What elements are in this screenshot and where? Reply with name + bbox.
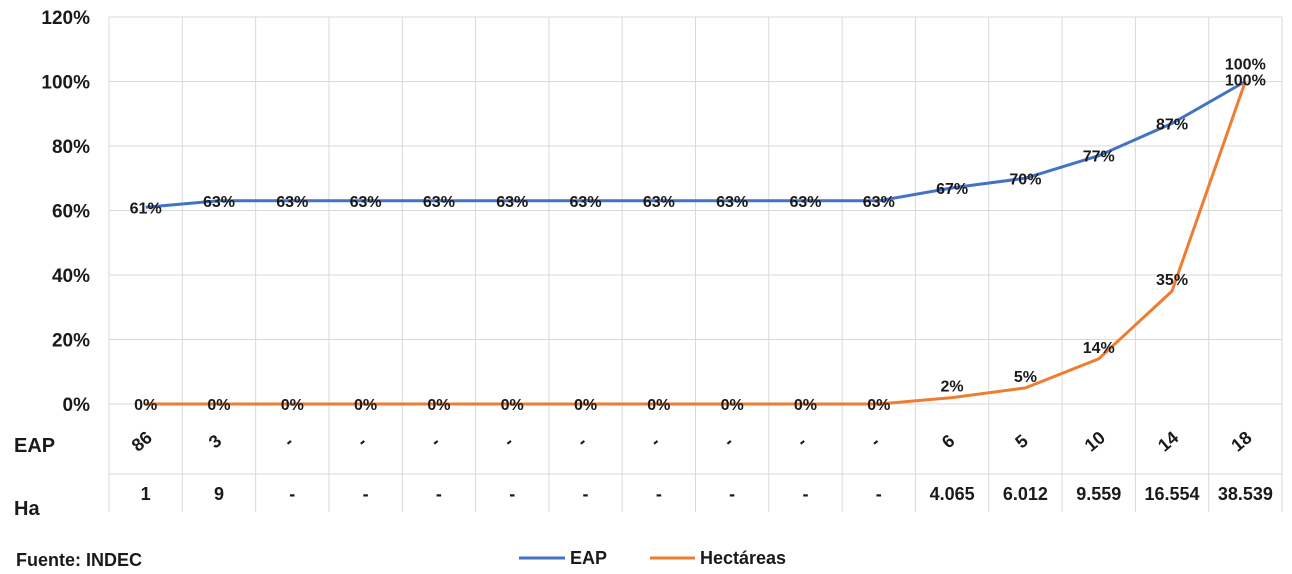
data-table: 86 3 - - - - - - - - - 6 5 10 14 18 1 9 - - - - - - - - - 4.065 6.01… bbox=[128, 427, 1273, 504]
table-cell-ha: - bbox=[363, 484, 369, 504]
data-label-eap: 63% bbox=[203, 194, 235, 211]
data-label-hectareas: 100% bbox=[1225, 73, 1266, 90]
row-header-eap: EAP bbox=[14, 435, 55, 457]
table-cell-ha: 16.554 bbox=[1145, 484, 1200, 504]
data-label-hectareas: 2% bbox=[941, 379, 964, 396]
table-cell-ha: 9 bbox=[214, 484, 224, 504]
source-note: Fuente: INDEC bbox=[16, 550, 142, 570]
data-label-eap: 67% bbox=[936, 181, 968, 198]
data-label-eap: 63% bbox=[423, 194, 455, 211]
table-cell-ha: - bbox=[656, 484, 662, 504]
table-cell-eap: 10 bbox=[1081, 427, 1109, 455]
data-label-eap: 63% bbox=[350, 194, 382, 211]
data-label-eap: 63% bbox=[570, 194, 602, 211]
data-label-hectareas: 14% bbox=[1083, 340, 1115, 357]
data-label-eap: 63% bbox=[643, 194, 675, 211]
table-cell-eap: 5 bbox=[1011, 431, 1032, 453]
table-cell-eap: - bbox=[573, 432, 590, 451]
table-cell-eap: - bbox=[500, 432, 517, 451]
data-label-eap: 61% bbox=[130, 200, 162, 217]
y-tick-label: 60% bbox=[52, 202, 90, 223]
table-cell-ha: 6.012 bbox=[1003, 484, 1048, 504]
table-cell-eap: - bbox=[646, 432, 663, 451]
table-cell-eap: 86 bbox=[128, 427, 156, 455]
data-label-hectareas: 0% bbox=[134, 397, 157, 414]
y-tick-label: 20% bbox=[52, 331, 90, 352]
table-cell-eap: - bbox=[866, 432, 883, 451]
legend: EAP Hectáreas bbox=[519, 548, 786, 568]
y-tick-label: 120% bbox=[41, 8, 90, 29]
data-label-eap: 63% bbox=[789, 194, 821, 211]
data-label-hectareas: 5% bbox=[1014, 369, 1037, 386]
table-cell-eap: - bbox=[720, 432, 737, 451]
table-cell-ha: 4.065 bbox=[930, 484, 975, 504]
data-label-hectareas: 0% bbox=[354, 397, 377, 414]
y-tick-label: 40% bbox=[52, 266, 90, 287]
y-tick-label: 0% bbox=[63, 395, 91, 416]
table-cell-ha: - bbox=[509, 484, 515, 504]
data-label-hectareas: 0% bbox=[647, 397, 670, 414]
data-label-hectareas: 0% bbox=[501, 397, 524, 414]
data-label-eap: 87% bbox=[1156, 116, 1188, 133]
data-label-hectareas: 0% bbox=[281, 397, 304, 414]
data-label-hectareas: 0% bbox=[867, 397, 890, 414]
table-cell-ha: 1 bbox=[141, 484, 151, 504]
data-label-hectareas: 0% bbox=[207, 397, 230, 414]
table-cell-ha: - bbox=[802, 484, 808, 504]
legend-label-ha: Hectáreas bbox=[700, 548, 786, 568]
data-label-eap: 63% bbox=[716, 194, 748, 211]
data-label-hectareas: 0% bbox=[427, 397, 450, 414]
data-label-eap: 63% bbox=[863, 194, 895, 211]
y-tick-label: 100% bbox=[41, 73, 90, 94]
row-header-ha: Ha bbox=[14, 498, 40, 520]
data-label-eap: 70% bbox=[1009, 171, 1041, 188]
data-label-eap: 63% bbox=[276, 194, 308, 211]
series-line-eap bbox=[145, 80, 1247, 209]
table-cell-ha: 9.559 bbox=[1076, 484, 1121, 504]
series-lines bbox=[145, 80, 1247, 406]
table-cell-ha: - bbox=[436, 484, 442, 504]
table-cell-ha: - bbox=[289, 484, 295, 504]
table-cell-ha: - bbox=[583, 484, 589, 504]
data-label-hectareas: 0% bbox=[721, 397, 744, 414]
table-cell-ha: 38.539 bbox=[1218, 484, 1273, 504]
data-label-hectareas: 35% bbox=[1156, 272, 1188, 289]
data-label-hectareas: 0% bbox=[574, 397, 597, 414]
table-cell-eap: 18 bbox=[1227, 427, 1255, 455]
table-cell-eap: 14 bbox=[1154, 427, 1182, 455]
data-label-eap: 77% bbox=[1083, 149, 1115, 166]
table-cell-eap: 3 bbox=[205, 431, 226, 453]
data-labels: 61% 63% 63% 63% 63% 63% 63% 63% 63% 63% 63% 67% 70% 7… bbox=[130, 57, 1266, 415]
table-cell-eap: - bbox=[280, 432, 297, 451]
table-cell-eap: - bbox=[793, 432, 810, 451]
table-cell-ha: - bbox=[729, 484, 735, 504]
data-label-eap: 100% bbox=[1225, 57, 1266, 74]
data-label-hectareas: 0% bbox=[794, 397, 817, 414]
series-line-hectareas bbox=[145, 81, 1247, 406]
table-cell-eap: - bbox=[426, 432, 443, 451]
table-cell-ha: - bbox=[876, 484, 882, 504]
y-tick-label: 80% bbox=[52, 137, 90, 158]
y-axis-ticks: 0% 20% 40% 60% 80% 100% 120% bbox=[41, 8, 90, 416]
legend-label-eap: EAP bbox=[570, 548, 607, 568]
table-cell-eap: - bbox=[353, 432, 370, 451]
data-label-eap: 63% bbox=[496, 194, 528, 211]
gridlines bbox=[108, 16, 1283, 512]
table-cell-eap: 6 bbox=[938, 431, 959, 453]
